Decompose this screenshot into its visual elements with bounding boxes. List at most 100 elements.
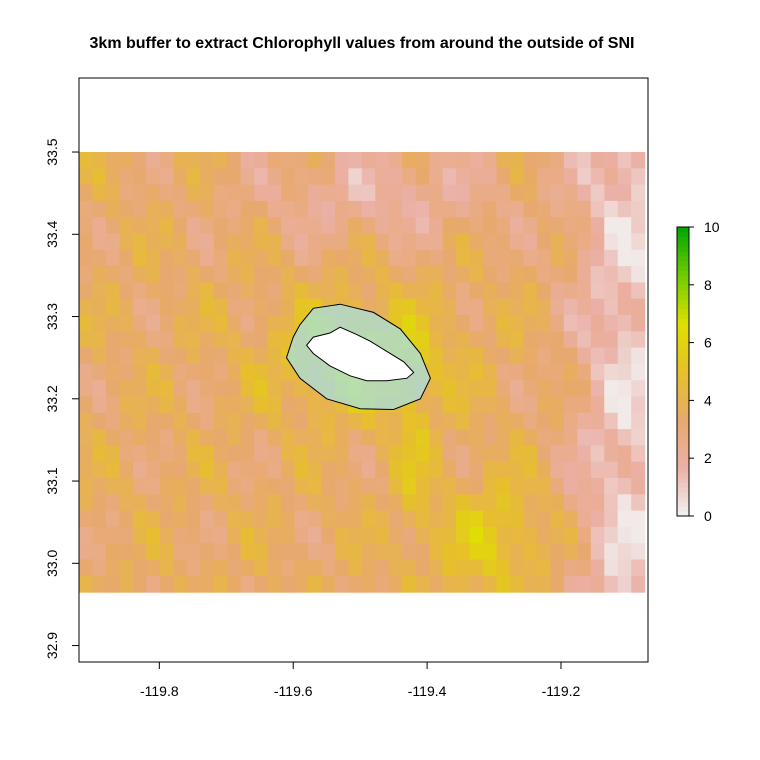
raster-cell: [92, 298, 107, 316]
raster-cell: [348, 184, 363, 202]
raster-cell: [496, 217, 511, 235]
raster-cell: [267, 510, 282, 528]
raster-cell: [321, 543, 336, 561]
raster-cell: [483, 396, 498, 414]
raster-cell: [375, 478, 390, 495]
raster-cell: [254, 380, 269, 398]
raster-cell: [213, 315, 228, 332]
raster-cell: [132, 559, 147, 577]
raster-cell: [267, 233, 282, 251]
raster-cell: [213, 559, 228, 577]
raster-cell: [402, 233, 417, 251]
raster-cell: [254, 315, 269, 332]
raster-cell: [348, 559, 363, 577]
raster-cell: [281, 559, 296, 577]
raster-cell: [388, 266, 403, 284]
legend-swatch: [677, 381, 689, 387]
raster-cell: [240, 412, 255, 430]
raster-cell: [79, 282, 94, 300]
raster-cell: [254, 184, 269, 202]
raster-cell: [496, 429, 511, 446]
raster-cell: [186, 543, 201, 561]
raster-cell: [105, 152, 121, 169]
raster-cell: [200, 347, 215, 365]
raster-cell: [173, 298, 188, 316]
raster-cell: [307, 445, 323, 463]
raster-cell: [402, 559, 417, 577]
raster-cell: [281, 168, 296, 186]
raster-cell: [159, 461, 174, 479]
raster-cell: [442, 494, 457, 512]
raster-cell: [267, 282, 282, 300]
raster-cell: [496, 396, 511, 414]
raster-cell: [509, 363, 525, 381]
raster-cell: [590, 331, 605, 349]
raster-cell: [483, 575, 498, 593]
raster-cell: [483, 510, 498, 528]
legend-swatch: [677, 342, 689, 348]
raster-cell: [483, 200, 498, 218]
raster-cell: [240, 575, 255, 593]
legend-swatch: [677, 347, 689, 353]
raster-cell: [496, 380, 511, 398]
raster-cell: [617, 200, 632, 218]
raster-cell: [281, 380, 296, 398]
raster-cell: [375, 184, 390, 202]
raster-cell: [254, 233, 269, 251]
raster-cell: [105, 478, 121, 495]
raster-cell: [159, 559, 174, 577]
raster-cell: [267, 478, 282, 495]
raster-cell: [442, 298, 457, 316]
raster-cell: [281, 200, 296, 218]
raster-cell: [456, 347, 471, 365]
raster-cell: [79, 396, 94, 414]
raster-cell: [509, 494, 525, 512]
raster-cell: [536, 331, 551, 349]
raster-cell: [375, 494, 390, 512]
raster-cell: [281, 575, 296, 593]
legend-swatch: [677, 487, 689, 493]
raster-cell: [604, 347, 619, 365]
raster-cell: [388, 478, 403, 495]
raster-cell: [307, 429, 323, 446]
raster-cell: [159, 543, 174, 561]
raster-cell: [321, 445, 336, 463]
raster-cell: [307, 217, 323, 235]
raster-cell: [348, 217, 363, 235]
raster-cell: [173, 200, 188, 218]
raster-cell: [550, 184, 565, 202]
raster-cell: [79, 526, 94, 544]
raster-cell: [617, 478, 632, 495]
raster-cell: [119, 266, 134, 284]
raster-cell: [496, 363, 511, 381]
legend-swatch: [677, 506, 689, 512]
raster-cell: [334, 200, 349, 218]
raster-cell: [240, 266, 255, 284]
raster-cell: [173, 315, 188, 332]
raster-cell: [604, 249, 619, 267]
raster-cell: [79, 380, 94, 398]
raster-cell: [631, 152, 646, 169]
legend-tick-label: 2: [704, 450, 712, 466]
raster-cell: [442, 184, 457, 202]
raster-cell: [240, 347, 255, 365]
raster-cell: [442, 347, 457, 365]
raster-cell: [294, 543, 309, 561]
raster-cell: [159, 266, 174, 284]
raster-cell: [563, 152, 578, 169]
raster-cell: [119, 461, 134, 479]
raster-cell: [483, 559, 498, 577]
raster-cell: [469, 363, 484, 381]
raster-cell: [429, 249, 444, 267]
raster-cell: [334, 217, 349, 235]
raster-cell: [227, 429, 242, 446]
raster-cell: [227, 461, 242, 479]
raster-cell: [590, 559, 605, 577]
raster-cell: [132, 445, 147, 463]
raster-cell: [563, 526, 578, 544]
raster-cell: [388, 543, 403, 561]
raster-cell: [173, 510, 188, 528]
raster-cell: [631, 347, 646, 365]
raster-cell: [227, 200, 242, 218]
raster-cell: [483, 184, 498, 202]
